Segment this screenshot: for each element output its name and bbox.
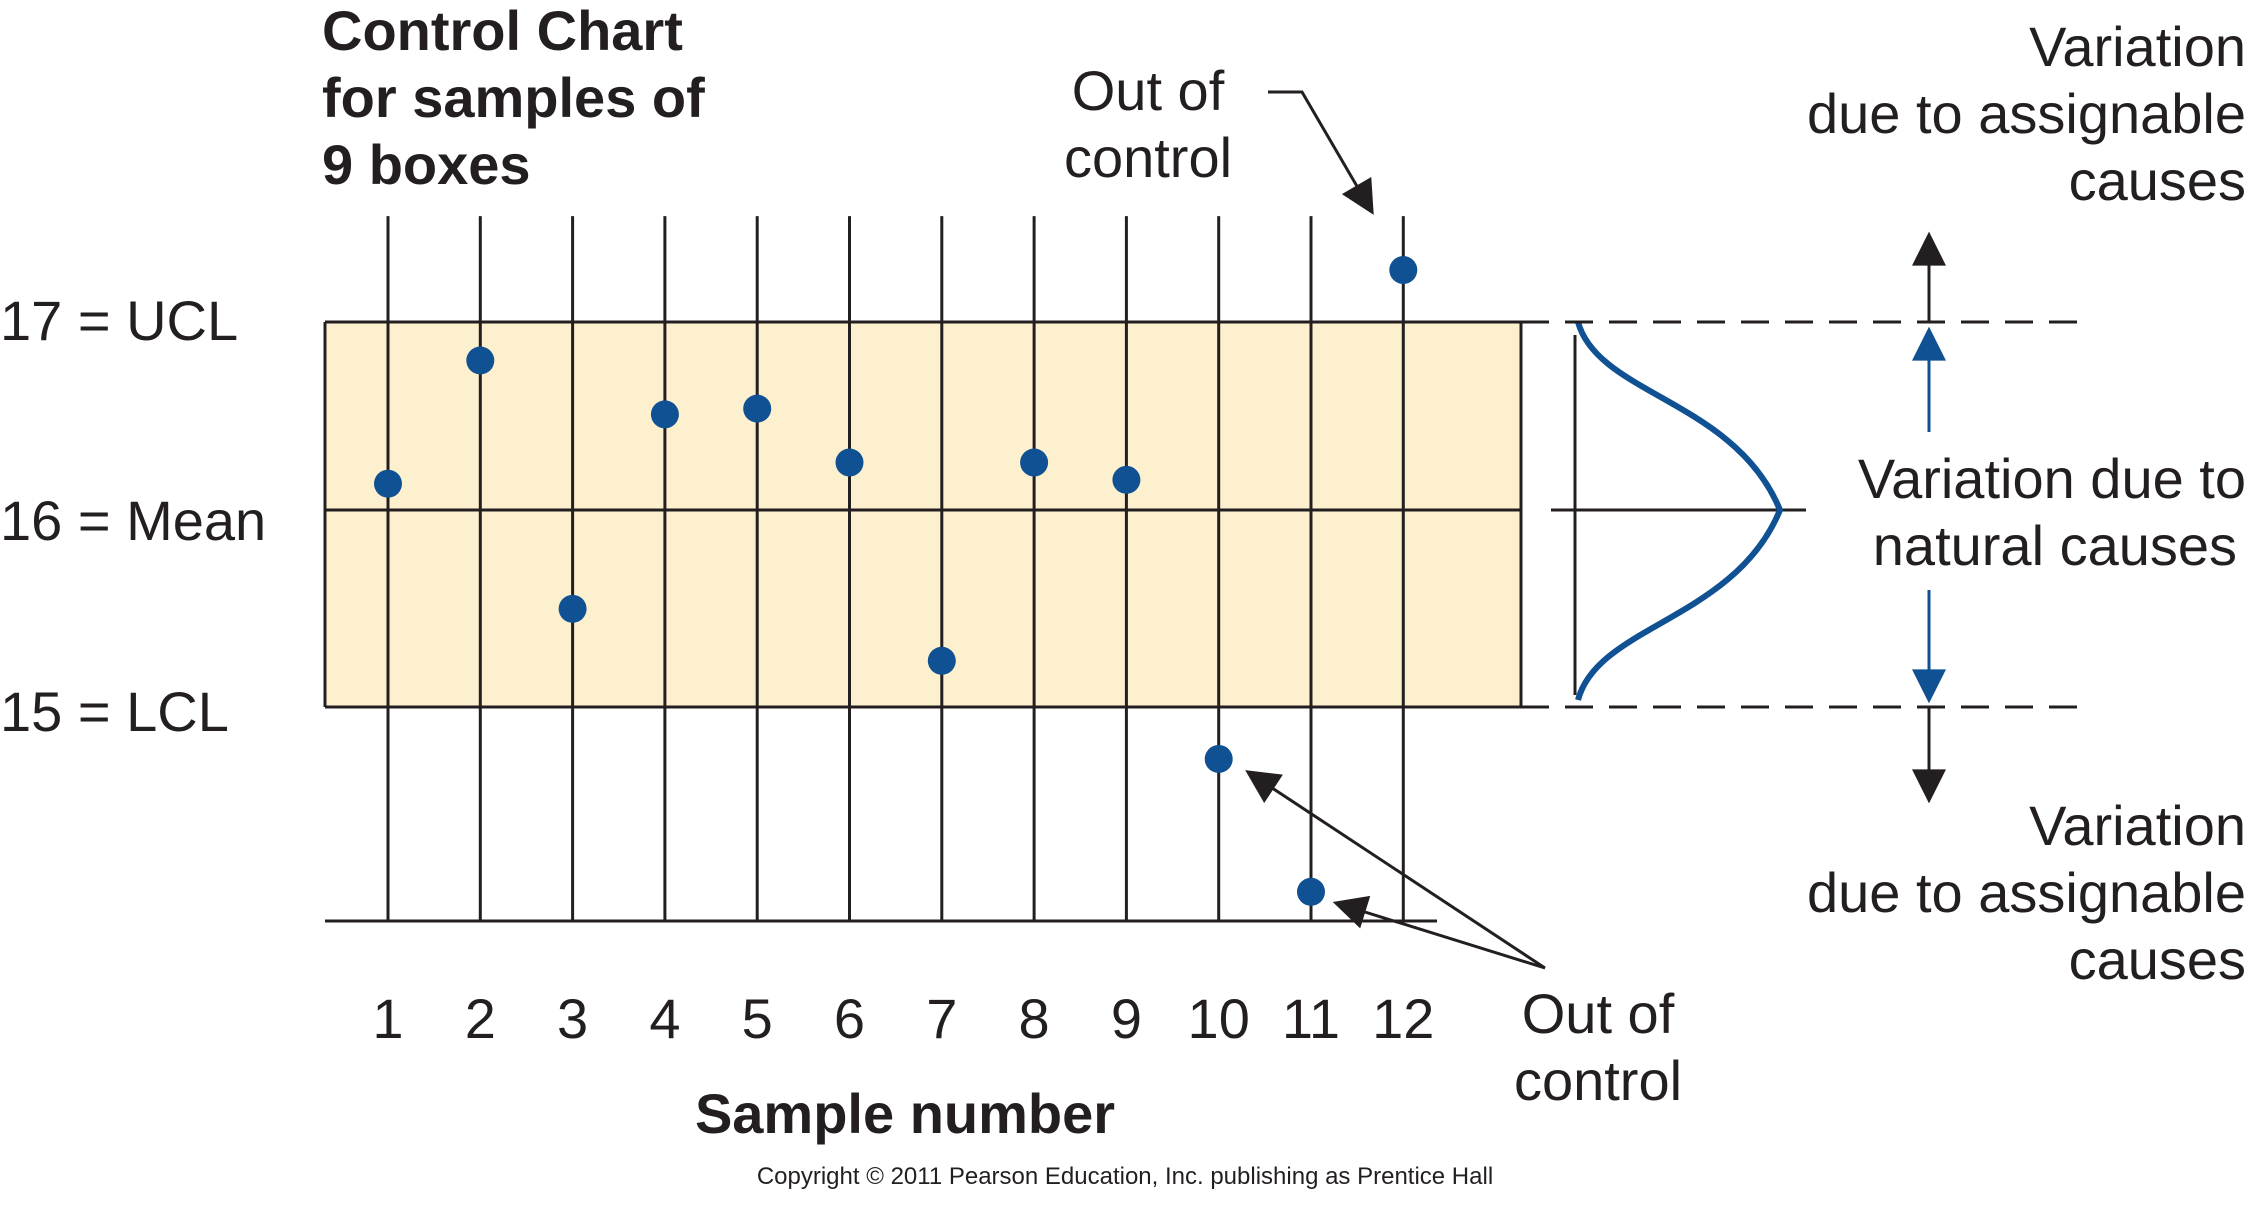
data-point-8: [1020, 448, 1049, 477]
x-tick-label-8: 8: [1019, 987, 1050, 1050]
variation-assignable-top-line-1: Variation: [2029, 15, 2246, 78]
annotation-variation-natural: Variation due to natural causes: [1858, 447, 2246, 577]
arrow-out-of-control-top: [1268, 90, 1374, 215]
normal-curve: [1575, 321, 1784, 701]
annotation-out-of-control-top-line-2: control: [1064, 126, 1232, 189]
lcl-label: 15 = LCL: [0, 680, 229, 743]
data-point-3: [558, 594, 587, 623]
data-point-6: [835, 448, 864, 477]
data-point-5: [743, 394, 772, 423]
x-tick-label-1: 1: [372, 987, 403, 1050]
x-tick-labels: 1 2 3 4 5 6 7 8 9 10 11 12: [372, 987, 1434, 1050]
x-tick-label-9: 9: [1111, 987, 1142, 1050]
x-tick-label-3: 3: [557, 987, 588, 1050]
annotation-variation-assignable-top: Variation due to assignable causes: [1807, 15, 2246, 212]
annotation-variation-assignable-bottom: Variation due to assignable causes: [1807, 794, 2246, 991]
x-tick-label-11: 11: [1282, 987, 1340, 1050]
x-tick-label-2: 2: [465, 987, 496, 1050]
sample-grid-lines: [386, 216, 1405, 921]
arrow-out-of-control-11: [1332, 895, 1546, 970]
natural-variation-distribution: [1551, 321, 1806, 701]
annotation-out-of-control-bottom-line-1: Out of: [1522, 982, 1675, 1045]
chart-title-line-1: Control Chart: [322, 0, 683, 62]
data-point-4: [650, 400, 679, 429]
data-point-10: [1204, 744, 1233, 773]
x-axis-label: Sample number: [695, 1082, 1115, 1145]
data-point-9: [1112, 465, 1141, 494]
x-tick-label-7: 7: [926, 987, 957, 1050]
ucl-label: 17 = UCL: [0, 289, 238, 352]
variation-natural-line-2: natural causes: [1873, 514, 2237, 577]
variation-assignable-bottom-line-1: Variation: [2029, 794, 2246, 857]
chart-title-line-3: 9 boxes: [322, 133, 531, 196]
data-point-11: [1297, 877, 1325, 906]
data-point-7: [927, 646, 956, 675]
variation-natural-line-1: Variation due to: [1858, 447, 2246, 510]
arrow-out-of-control-10: [1245, 770, 1546, 970]
data-point-1: [374, 469, 402, 498]
x-tick-label-4: 4: [649, 987, 680, 1050]
data-point-12: [1389, 256, 1418, 285]
annotation-out-of-control-top-line-1: Out of: [1072, 59, 1225, 122]
annotation-out-of-control-bottom-line-2: control: [1514, 1049, 1682, 1112]
x-tick-label-6: 6: [834, 987, 865, 1050]
annotation-out-of-control-top: Out of control: [1064, 59, 1374, 215]
variation-assignable-top-line-3: causes: [2069, 149, 2246, 212]
chart-title-line-2: for samples of: [322, 66, 705, 129]
variation-assignable-bottom-line-3: causes: [2069, 928, 2246, 991]
control-band: [325, 322, 1521, 707]
variation-assignable-bottom-line-2: due to assignable: [1807, 861, 2246, 924]
copyright-text: Copyright © 2011 Pearson Education, Inc.…: [757, 1163, 1493, 1190]
x-tick-label-5: 5: [742, 987, 773, 1050]
x-tick-label-12: 12: [1372, 987, 1434, 1050]
mean-label: 16 = Mean: [0, 489, 266, 552]
data-points: [374, 256, 1418, 906]
annotation-out-of-control-bottom: Out of control: [1245, 770, 1682, 1112]
chart-title: Control Chart for samples of 9 boxes: [322, 0, 705, 196]
data-point-2: [466, 346, 495, 375]
variation-assignable-top-line-2: due to assignable: [1807, 82, 2246, 145]
x-tick-label-10: 10: [1188, 987, 1250, 1050]
